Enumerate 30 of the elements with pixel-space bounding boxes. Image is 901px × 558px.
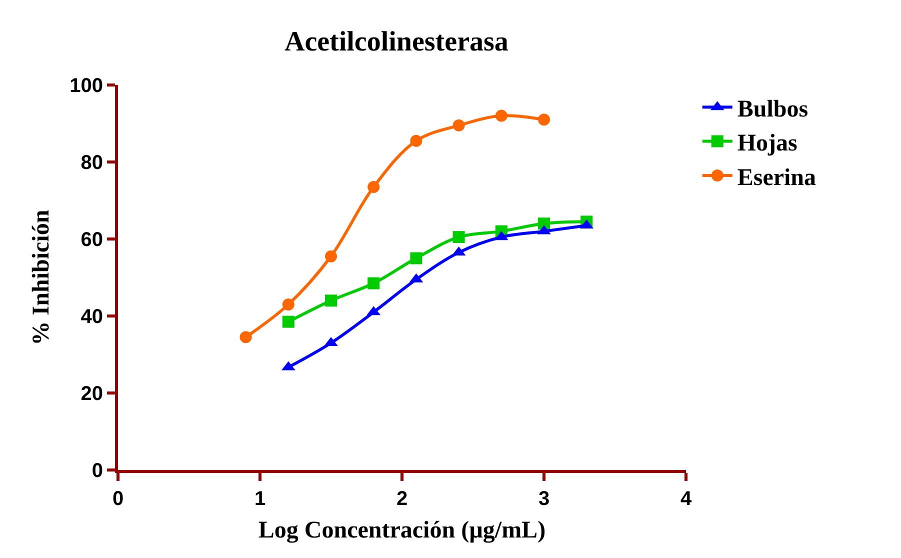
y-axis-title: % Inhibición <box>28 210 55 346</box>
legend-label: Eserina <box>737 164 816 191</box>
y-tick-label: 20 <box>80 383 103 405</box>
point <box>240 331 252 344</box>
point <box>325 294 337 307</box>
point <box>368 181 380 194</box>
x-tick-label: 2 <box>396 488 408 510</box>
point <box>368 277 380 290</box>
legend-label: Bulbos <box>737 96 808 122</box>
y-tick-label: 80 <box>80 152 103 174</box>
x-tick-label: 0 <box>112 488 124 510</box>
point <box>452 231 465 244</box>
point <box>410 134 422 147</box>
x-axis-title: Log Concentración (µg/mL) <box>258 517 546 544</box>
x-tick-label: 3 <box>538 488 550 510</box>
y-tick-label: 100 <box>70 75 103 97</box>
point <box>538 114 550 126</box>
point <box>282 316 294 328</box>
point <box>495 110 508 122</box>
chart-title: Acetilcolinesterasa <box>284 26 508 58</box>
x-tick-label: 4 <box>680 488 692 510</box>
x-tick-label: 1 <box>254 488 266 510</box>
point <box>282 298 294 310</box>
point <box>410 252 422 264</box>
legend-label: Hojas <box>737 130 798 157</box>
y-tick-label: 40 <box>80 306 103 328</box>
point <box>325 250 337 262</box>
point <box>452 119 465 132</box>
y-tick-label: 60 <box>80 229 103 251</box>
y-tick-label: 0 <box>92 460 103 482</box>
